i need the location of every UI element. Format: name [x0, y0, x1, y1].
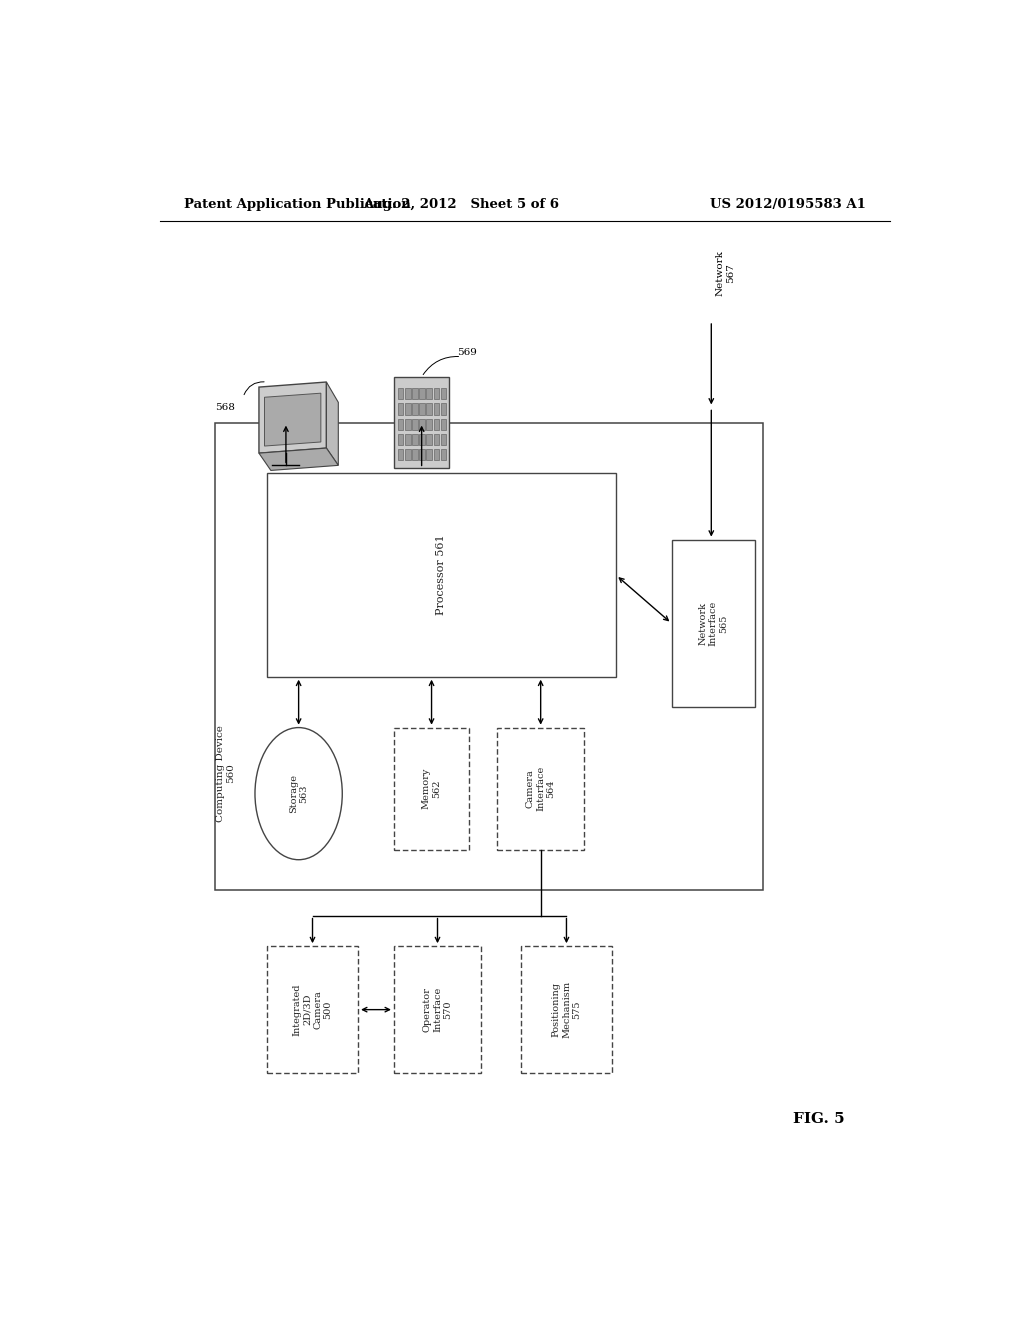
Bar	[672, 540, 755, 708]
Bar	[419, 449, 425, 461]
Bar	[404, 434, 411, 445]
Bar	[397, 449, 403, 461]
Bar	[419, 418, 425, 430]
Text: Computing Device
560: Computing Device 560	[216, 725, 236, 822]
Polygon shape	[259, 447, 338, 470]
Text: Aug. 2, 2012   Sheet 5 of 6: Aug. 2, 2012 Sheet 5 of 6	[364, 198, 559, 211]
Bar	[412, 418, 418, 430]
Polygon shape	[264, 393, 321, 446]
Bar	[404, 449, 411, 461]
Bar	[394, 378, 450, 469]
Bar	[267, 946, 358, 1073]
Text: 568: 568	[215, 403, 236, 412]
Bar	[426, 404, 432, 414]
Text: FIG. 5: FIG. 5	[793, 1111, 844, 1126]
Bar	[397, 388, 403, 399]
Bar	[433, 404, 439, 414]
Bar	[433, 434, 439, 445]
Bar	[412, 388, 418, 399]
Bar	[521, 946, 612, 1073]
Bar	[412, 434, 418, 445]
Text: Network
567: Network 567	[716, 249, 735, 296]
Bar	[412, 404, 418, 414]
Bar	[404, 404, 411, 414]
Bar	[440, 449, 446, 461]
Text: Storage
563: Storage 563	[289, 774, 308, 813]
Bar	[215, 422, 763, 890]
Bar	[412, 449, 418, 461]
Bar	[433, 449, 439, 461]
Text: 569: 569	[458, 347, 477, 356]
Bar	[433, 418, 439, 430]
Polygon shape	[259, 381, 327, 453]
Bar	[404, 418, 411, 430]
Bar	[440, 404, 446, 414]
Bar	[426, 449, 432, 461]
Text: Positioning
Mechanism
575: Positioning Mechanism 575	[552, 981, 582, 1039]
Bar	[394, 946, 481, 1073]
Bar	[267, 474, 616, 677]
Bar	[497, 727, 585, 850]
Bar	[419, 404, 425, 414]
Bar	[419, 434, 425, 445]
Bar	[404, 388, 411, 399]
Text: Patent Application Publication: Patent Application Publication	[183, 198, 411, 211]
Text: Processor 561: Processor 561	[436, 535, 446, 615]
Bar	[426, 418, 432, 430]
Bar	[426, 388, 432, 399]
Bar	[397, 418, 403, 430]
Text: Operator
Interface
570: Operator Interface 570	[423, 987, 453, 1032]
Text: Camera
Interface
564: Camera Interface 564	[525, 766, 556, 812]
Bar	[440, 434, 446, 445]
Text: Network
Interface
565: Network Interface 565	[698, 601, 728, 645]
Bar	[397, 434, 403, 445]
Bar	[397, 404, 403, 414]
Bar	[426, 434, 432, 445]
Bar	[394, 727, 469, 850]
Text: Memory
562: Memory 562	[422, 768, 441, 809]
Text: US 2012/0195583 A1: US 2012/0195583 A1	[711, 198, 866, 211]
Bar	[440, 388, 446, 399]
Polygon shape	[327, 381, 338, 466]
Bar	[419, 388, 425, 399]
Bar	[440, 418, 446, 430]
Text: Integrated
2D/3D
Camera
500: Integrated 2D/3D Camera 500	[293, 983, 333, 1036]
Bar	[433, 388, 439, 399]
